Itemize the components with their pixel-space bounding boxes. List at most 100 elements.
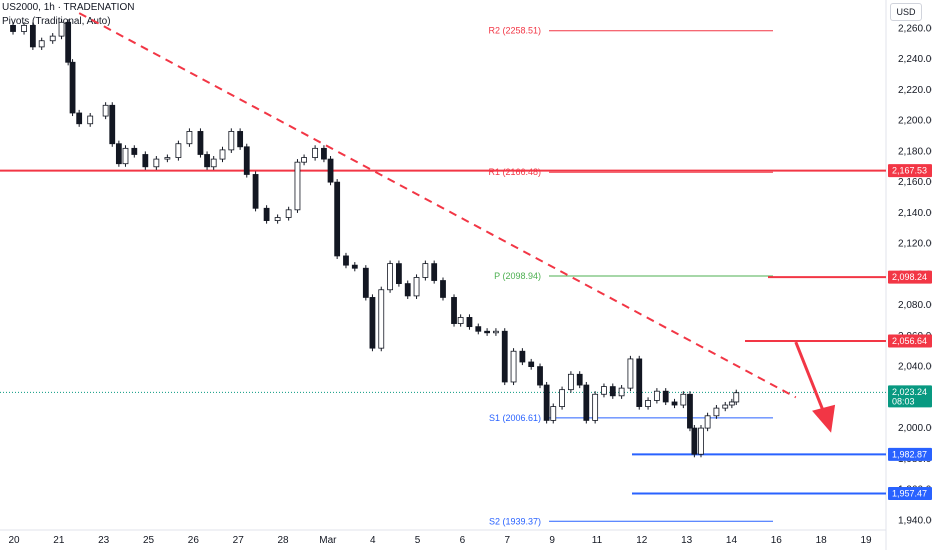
candle-body [687,393,693,429]
forecast-arrow-shaft [794,341,829,422]
candle-body [466,317,473,328]
x-tick-label: 23 [98,535,110,546]
x-tick-label: 4 [370,535,376,546]
indicator-title: Pivots (Traditional, Auto) [2,16,111,27]
candle-body [351,264,358,269]
candle-body [457,317,464,324]
pivot-label-r2: R2 (2258.51) [488,26,541,36]
x-tick-label: 14 [726,535,738,546]
candle-body [609,386,616,397]
y-tick-label: 2,180.00 [898,146,932,157]
price-tag-label-4: 2,023.24 [892,387,927,397]
x-tick-label: Mar [319,535,337,546]
y-tick-label: 1,940.00 [898,515,932,526]
candle-body [728,401,735,406]
x-tick-label: 9 [549,535,555,546]
candle-body [627,358,634,389]
candle-body [413,277,420,297]
candle-body [122,147,129,165]
price-tag-3 [888,334,932,348]
candle-body [204,154,210,168]
candle-body [501,330,508,383]
candle-body [537,366,543,386]
candle-body [164,157,171,160]
downtrend-line [78,12,797,399]
x-tick-label: 7 [504,535,510,546]
candle-body [733,392,740,403]
candle-body [228,131,235,151]
price-tag-label-2: 2,098.24 [892,272,927,282]
candle-body [49,35,56,42]
x-tick-label: 6 [460,535,466,546]
candle-body [343,255,349,266]
price-tag-4 [888,385,932,408]
candle-body [153,158,160,168]
candle-body [431,263,438,281]
candle-body [243,146,250,175]
candle-body [583,384,590,421]
currency-selector[interactable]: USD [890,3,922,21]
candle-body [662,390,669,403]
candle-body [301,157,307,163]
x-tick-label: 25 [143,535,155,546]
candle-body [369,297,376,349]
x-tick-label: 13 [681,535,693,546]
candle-body [175,143,182,158]
candle-body [115,143,122,165]
candle-body [219,149,226,160]
x-tick-label: 11 [592,535,603,546]
candle-body [362,267,369,298]
candle-body [395,263,402,285]
candle-body [378,289,385,349]
price-tag-label-5: 1,982.87 [892,449,927,459]
candle-body [10,24,16,32]
candle-body [69,61,76,114]
y-tick-label: 2,140.00 [898,208,932,219]
candle-body [197,131,204,155]
candle-body [680,393,687,406]
y-tick-label: 2,040.00 [898,362,932,373]
price-tag-countdown: 08:03 [892,396,915,406]
x-tick-label: 5 [415,535,421,546]
price-tag-2 [888,270,932,284]
candle-body [76,112,83,125]
candle-body [653,390,660,401]
x-tick-label: 20 [8,535,20,546]
candle-body [543,384,550,421]
candle-body [387,263,393,291]
candle-body [102,104,109,117]
price-tag-label-1: 2,167.53 [892,166,927,176]
candle-body [691,427,698,455]
y-tick-label: 2,160.00 [898,177,932,188]
x-tick-label: 18 [816,535,828,546]
candle-body [559,389,565,407]
candle-body [334,181,341,257]
candle-body [528,361,535,368]
y-tick-label: 2,260.00 [898,23,932,34]
candle-body [601,386,607,395]
candle-body [321,147,327,160]
price-tag-6 [888,486,932,500]
candle-body [29,24,36,48]
pivot-label-r1: R1 (2166.48) [488,167,541,177]
candle-body [618,387,625,397]
price-tag-label-6: 1,957.47 [892,488,927,498]
candle-body [698,427,704,455]
pivot-label-s2: S2 (1939.37) [489,516,541,526]
candle-body [550,406,557,421]
candle-body [312,147,319,158]
candle-body [645,400,651,407]
candle-body [493,330,499,334]
x-tick-label: 28 [277,535,289,546]
price-tag-5 [888,447,932,461]
candle-body [592,393,599,421]
candle-body [65,21,72,63]
y-tick-label: 2,200.00 [898,116,932,127]
x-tick-label: 26 [188,535,200,546]
candle-body [21,24,27,32]
candle-body [327,158,334,183]
price-tag-1 [888,164,932,178]
candle-body [237,131,244,148]
candle-body [294,161,301,211]
